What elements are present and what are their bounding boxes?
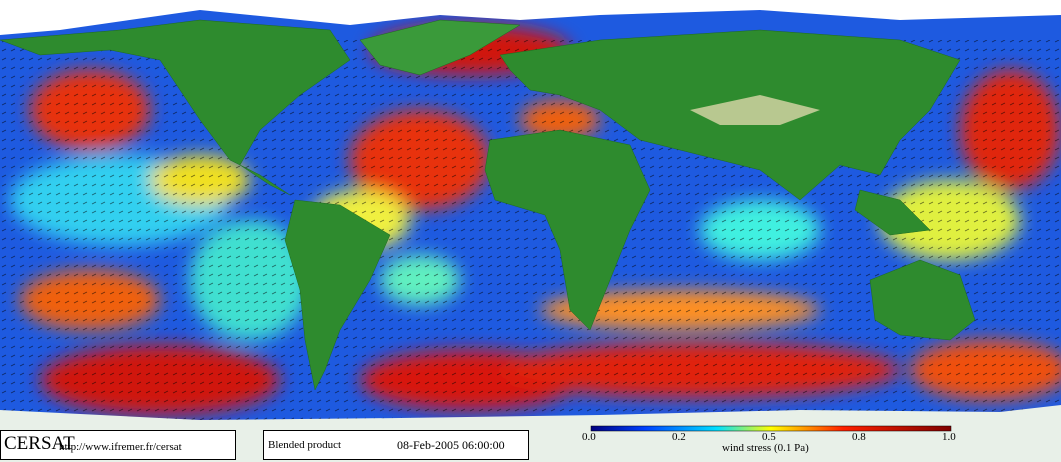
colorbar-tick-label: 1.0 xyxy=(942,431,956,443)
colorbar-title: wind stress (0.1 Pa) xyxy=(722,442,809,454)
colorbar xyxy=(590,425,952,432)
product-box: Blended product 08-Feb-2005 06:00:00 xyxy=(263,430,529,460)
datetime: 08-Feb-2005 06:00:00 xyxy=(397,438,505,452)
continents xyxy=(0,19,976,391)
colorbar-tick-label: 0.5 xyxy=(762,431,776,443)
logo-box: CERSAT http://www.ifremer.fr/cersat xyxy=(0,430,236,460)
url: http://www.ifremer.fr/cersat xyxy=(59,441,182,453)
logo: CERSAT xyxy=(4,433,75,454)
colorbar-tick-label: 0.0 xyxy=(582,431,596,443)
product: Blended product xyxy=(268,439,342,451)
colorbar-tick-label: 0.8 xyxy=(852,431,866,443)
colorbar-tick-label: 0.2 xyxy=(672,431,686,443)
